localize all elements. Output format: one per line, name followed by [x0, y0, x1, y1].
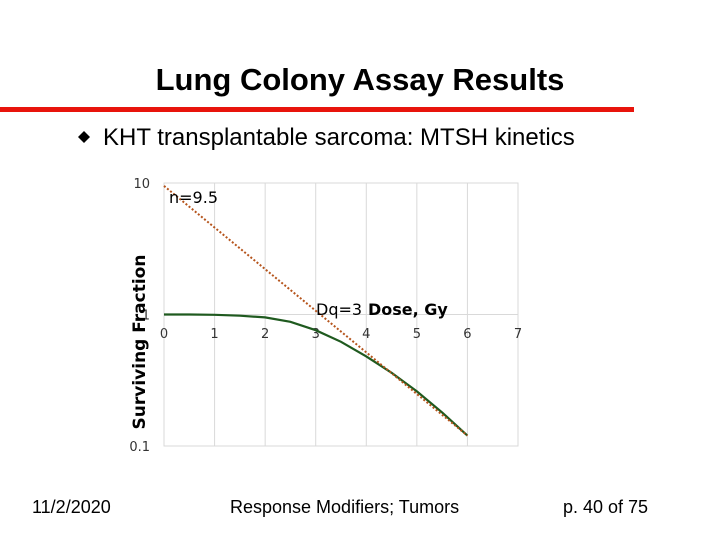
y-axis-label: Surviving Fraction — [130, 255, 150, 430]
x-tick-label: 0 — [160, 327, 168, 342]
dq-annotation: Dq=3 — [316, 300, 362, 319]
slide-title: Lung Colony Assay Results — [155, 62, 565, 97]
x-tick-label: 4 — [362, 327, 370, 342]
x-tick-label: 2 — [261, 327, 269, 342]
x-tick-label: 3 — [312, 327, 320, 342]
x-tick-label: 7 — [514, 327, 522, 342]
y-tick-label: 10 — [133, 177, 150, 192]
series-layer — [163, 185, 469, 437]
x-tick-label: 5 — [413, 327, 421, 342]
bullet-text: KHT transplantable sarcoma: MTSH kinetic… — [103, 124, 575, 151]
x-tick-label: 1 — [210, 327, 218, 342]
survival-curve — [164, 313, 469, 437]
y-tick-label: 1 — [142, 309, 150, 324]
diamond-bullet-icon — [78, 131, 90, 143]
x-tick-label: 6 — [463, 327, 471, 342]
asymptote-line — [163, 185, 469, 437]
title-divider — [0, 107, 634, 112]
footer-title: Response Modifiers; Tumors — [230, 497, 460, 517]
y-tick-label: 0.1 — [129, 440, 150, 455]
footer-page-number: p. 40 of 75 — [563, 497, 649, 517]
n-annotation: n=9.5 — [169, 188, 218, 207]
footer-date: 11/2/2020 — [32, 497, 111, 517]
x-axis-label: Dose, Gy — [368, 300, 448, 319]
